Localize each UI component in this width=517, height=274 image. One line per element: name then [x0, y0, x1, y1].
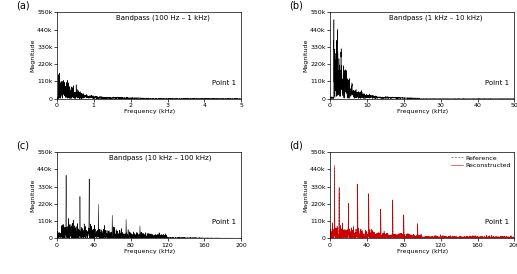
Y-axis label: Magnitude: Magnitude: [304, 39, 309, 72]
X-axis label: Frequency (kHz): Frequency (kHz): [124, 109, 175, 114]
Text: Point 1: Point 1: [485, 219, 509, 226]
Text: Point 1: Point 1: [211, 80, 236, 86]
Reference: [506, 237, 512, 240]
Reference: [337, 230, 343, 234]
Text: (c): (c): [16, 140, 29, 150]
Line: Reconstructed: Reconstructed: [330, 165, 514, 238]
Text: (d): (d): [290, 140, 303, 150]
Reference: [327, 233, 333, 236]
Reference: [412, 236, 418, 239]
Text: Bandpass (10 kHz – 100 kHz): Bandpass (10 kHz – 100 kHz): [109, 155, 211, 161]
Reconstructed: [511, 236, 517, 239]
X-axis label: Frequency (kHz): Frequency (kHz): [397, 249, 448, 254]
Reconstructed: [438, 237, 445, 240]
Reference: [458, 237, 464, 240]
Reconstructed: [412, 235, 418, 239]
Reconstructed: [506, 236, 512, 239]
Text: Bandpass (1 kHz – 10 kHz): Bandpass (1 kHz – 10 kHz): [389, 15, 482, 21]
Reconstructed: [337, 232, 343, 236]
Y-axis label: Magnitude: Magnitude: [304, 179, 309, 212]
Y-axis label: Magnitude: Magnitude: [31, 39, 36, 72]
Y-axis label: Magnitude: Magnitude: [31, 179, 36, 212]
Line: Reference: Reference: [330, 168, 514, 238]
Reconstructed: [327, 232, 333, 235]
Reference: [472, 237, 478, 240]
X-axis label: Frequency (kHz): Frequency (kHz): [397, 109, 448, 114]
Legend: Reference, Reconstructed: Reference, Reconstructed: [451, 155, 511, 168]
Text: (a): (a): [16, 1, 30, 11]
Text: (b): (b): [290, 1, 303, 11]
Reference: [506, 237, 512, 240]
Reconstructed: [331, 163, 338, 167]
Text: Point 1: Point 1: [211, 219, 236, 226]
Text: Bandpass (100 Hz – 1 kHz): Bandpass (100 Hz – 1 kHz): [116, 15, 210, 21]
Reconstructed: [472, 236, 478, 239]
Reference: [417, 235, 423, 239]
Text: Point 1: Point 1: [485, 80, 509, 86]
Reconstructed: [506, 236, 512, 239]
X-axis label: Frequency (kHz): Frequency (kHz): [124, 249, 175, 254]
Reference: [511, 237, 517, 240]
Reconstructed: [417, 234, 423, 237]
Reference: [331, 166, 338, 170]
